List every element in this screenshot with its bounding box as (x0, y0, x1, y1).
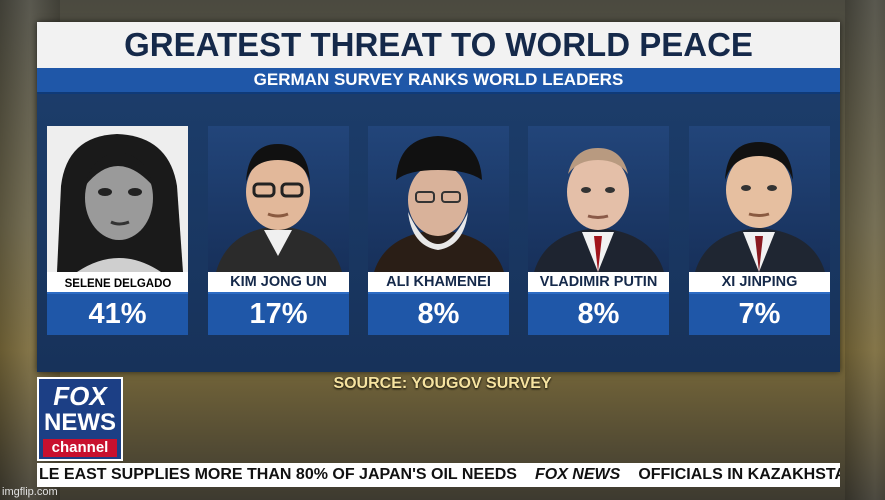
leader-name-4: VLADIMIR PUTIN (539, 274, 658, 290)
percent-bar-3: 8% (368, 292, 509, 335)
leader-percent-1: 41% (88, 298, 147, 330)
leader-percent-3: 8% (417, 298, 460, 330)
news-ticker: LE EAST SUPPLIES MORE THAN 80% OF JAPAN'… (37, 463, 840, 487)
percent-bar-2: 17% (208, 292, 349, 335)
portrait-photo-1 (47, 126, 188, 272)
portrait-photo-5 (689, 126, 830, 272)
leader-name-5: XI JINPING (721, 274, 798, 290)
watermark: imgflip.com (2, 486, 58, 498)
studio-background-right (845, 0, 885, 500)
ticker-logo-text: FOX NEWS (534, 466, 621, 483)
leader-card-5: XI JINPING 7% (689, 126, 830, 335)
leader-name-1: SELENE DELGADO (53, 277, 183, 291)
logo-fox-text: FOX (53, 381, 107, 411)
name-bar-5: XI JINPING (689, 272, 830, 292)
leader-percent-5: 7% (738, 298, 781, 330)
title-bar: GREATEST THREAT TO WORLD PEACE (37, 22, 840, 68)
leader-percent-2: 17% (249, 298, 308, 330)
page-title: GREATEST THREAT TO WORLD PEACE (124, 26, 753, 63)
leader-card-4: VLADIMIR PUTIN 8% (528, 126, 669, 335)
portrait-photo-3 (368, 126, 509, 272)
portrait-photo-4 (528, 126, 669, 272)
percent-bar-4: 8% (528, 292, 669, 335)
percent-bar-1: 41% (47, 292, 188, 335)
subtitle-bar: GERMAN SURVEY RANKS WORLD LEADERS (37, 68, 840, 94)
ticker-right-text: OFFICIALS IN KAZAKHSTAN SA (638, 466, 840, 483)
leader-card-3: ALI KHAMENEI 8% (368, 126, 509, 335)
graphic-panel: GREATEST THREAT TO WORLD PEACE GERMAN SU… (37, 22, 840, 372)
leader-card-2: KIM JONG UN 17% (208, 126, 349, 335)
leader-name-3: ALI KHAMENEI (386, 274, 491, 290)
leader-percent-4: 8% (577, 298, 620, 330)
percent-bar-5: 7% (689, 292, 830, 335)
logo-channel-text: channel (43, 439, 117, 457)
fox-news-logo: FOX NEWS channel (37, 377, 123, 461)
name-bar-3: ALI KHAMENEI (368, 272, 509, 292)
leader-card-1: SELENE DELGADO 41% (47, 126, 188, 335)
name-bar-2: KIM JONG UN (208, 272, 349, 292)
subtitle: GERMAN SURVEY RANKS WORLD LEADERS (253, 70, 624, 89)
logo-news-text: NEWS (44, 409, 116, 436)
portrait-photo-2 (208, 126, 349, 272)
ticker-left-text: LE EAST SUPPLIES MORE THAN 80% OF JAPAN'… (39, 466, 517, 483)
leader-name-2: KIM JONG UN (230, 274, 327, 290)
name-bar-4: VLADIMIR PUTIN (528, 272, 669, 292)
source-caption: SOURCE: YOUGOV SURVEY (333, 375, 552, 392)
